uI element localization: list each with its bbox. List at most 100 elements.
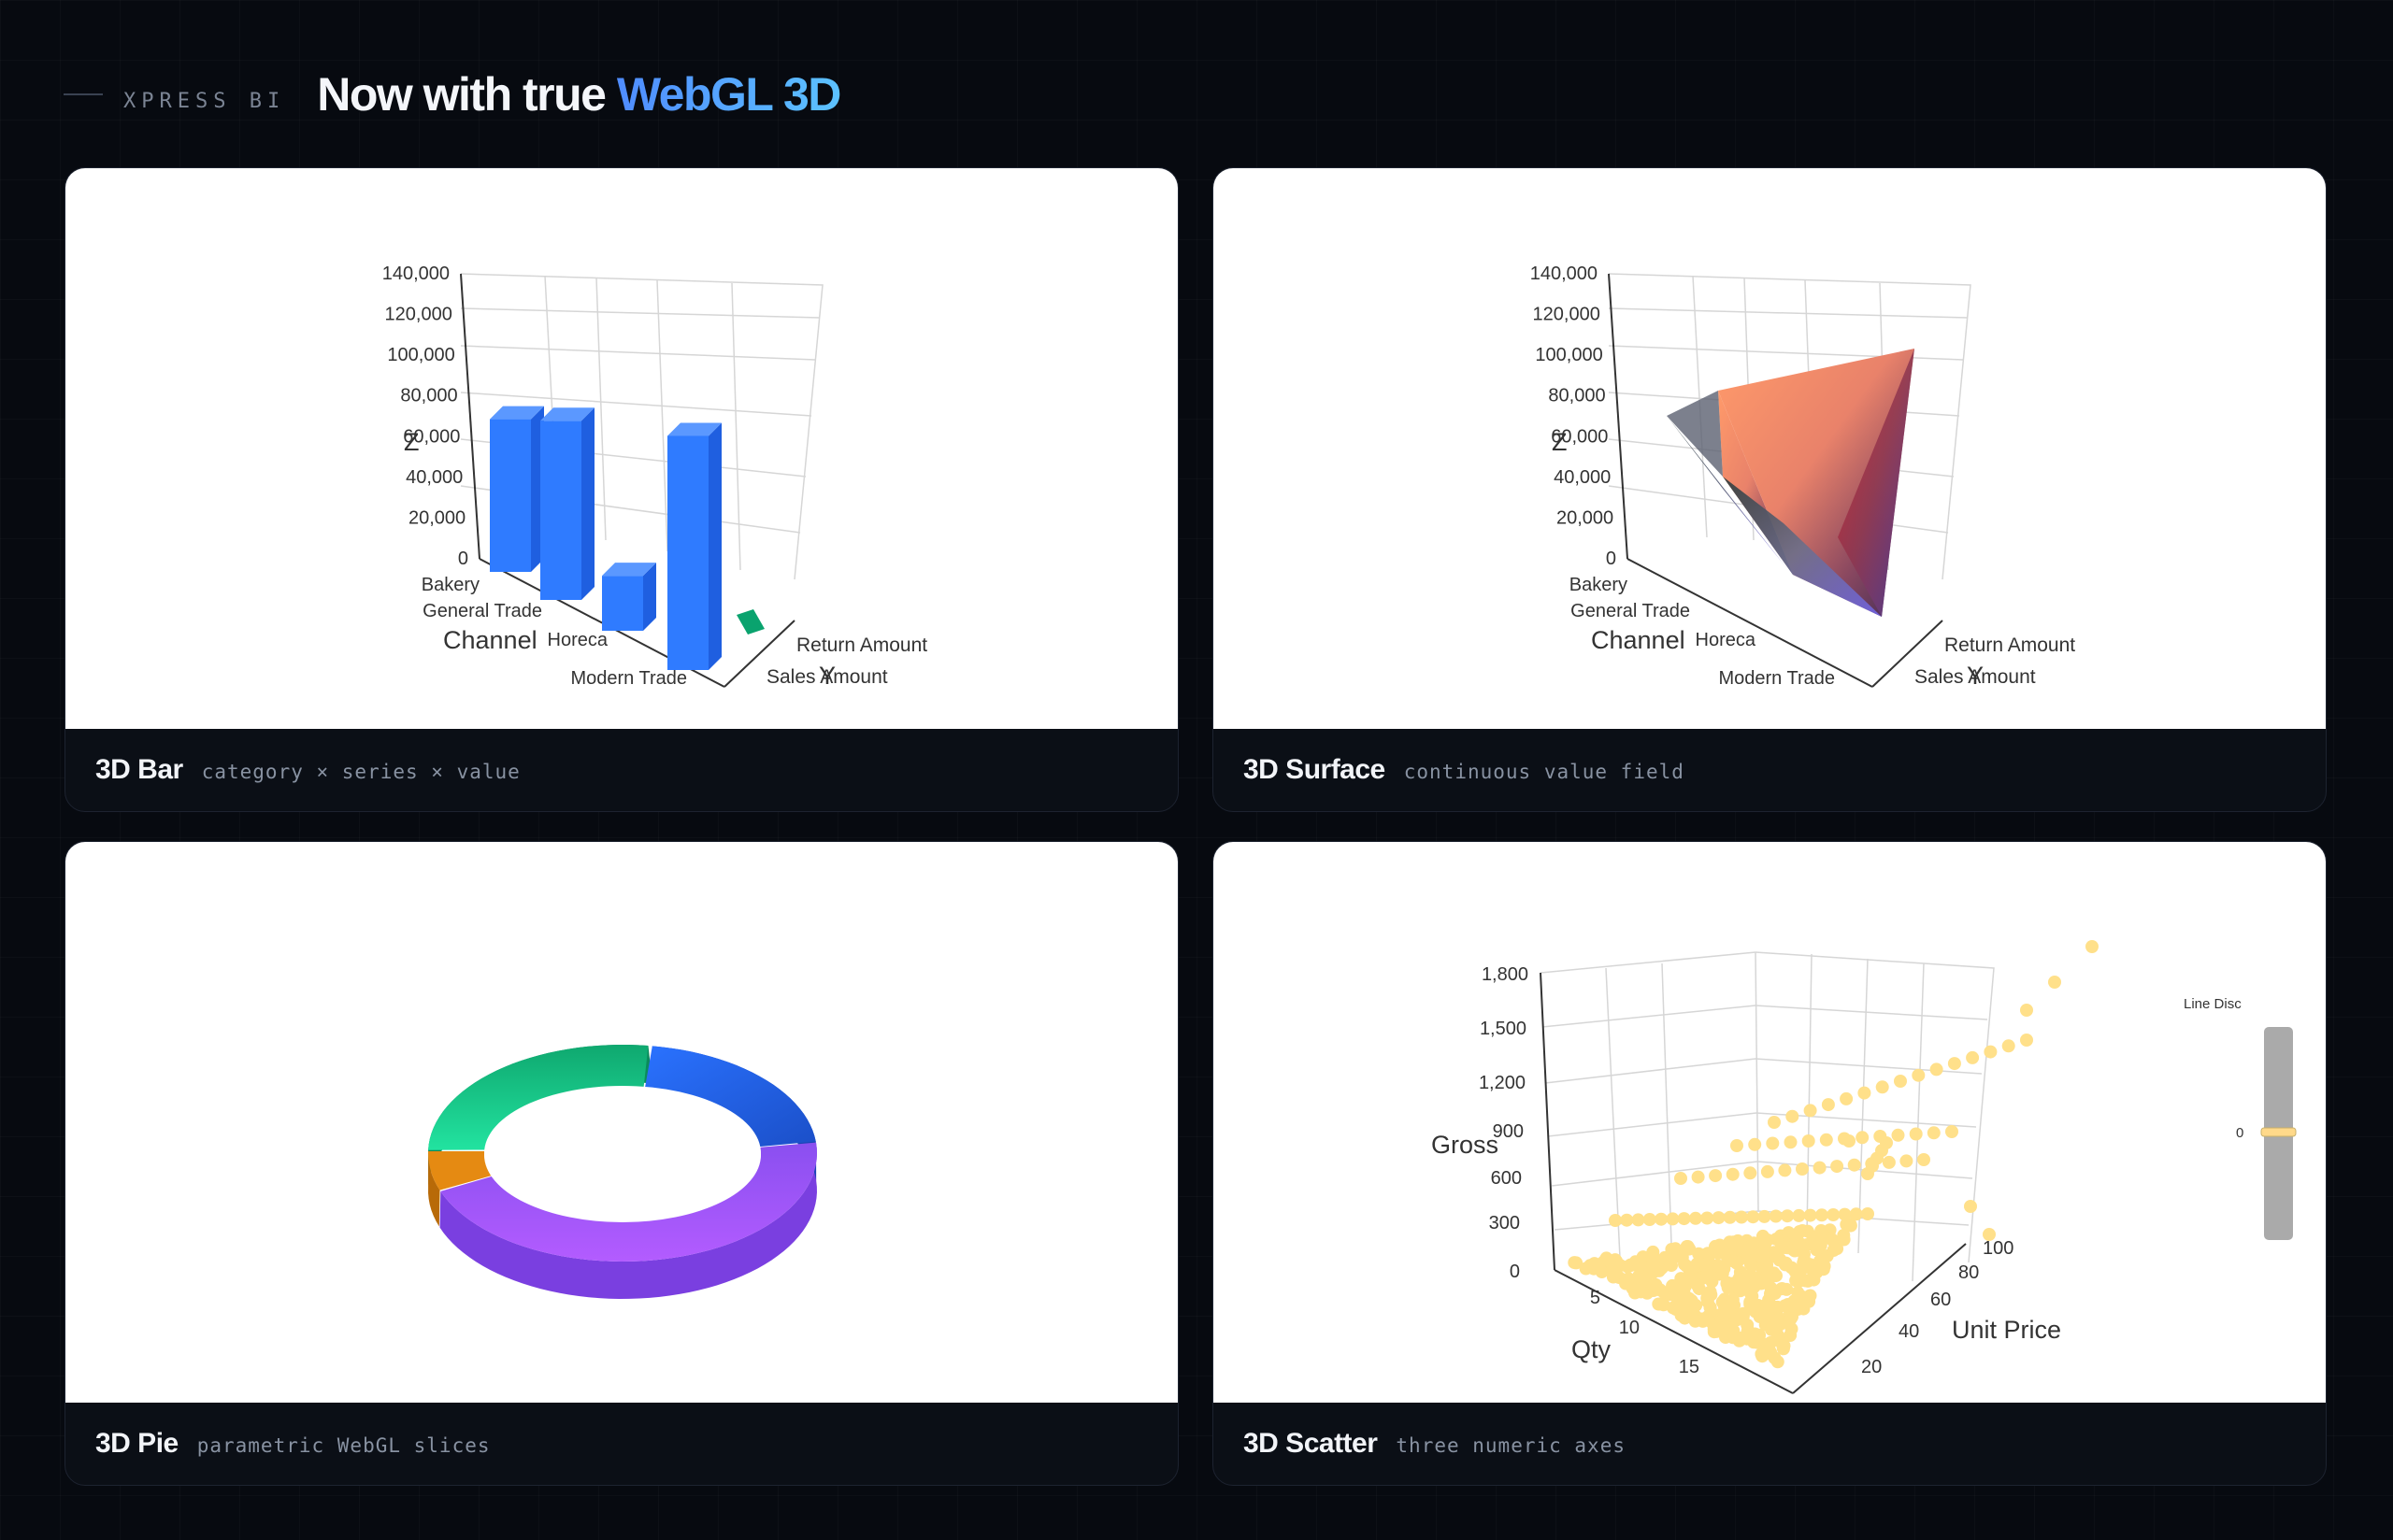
scatter-point[interactable] xyxy=(1984,1045,1998,1059)
scatter-point[interactable] xyxy=(1857,1086,1871,1100)
scatter-point[interactable] xyxy=(1746,1277,1760,1291)
pie-slices[interactable] xyxy=(428,1045,817,1299)
scatter-point[interactable] xyxy=(1778,1163,1792,1177)
scatter-point[interactable] xyxy=(1781,1209,1795,1223)
scatter-point[interactable] xyxy=(1758,1247,1771,1261)
scatter-point[interactable] xyxy=(2020,1004,2033,1017)
scatter-point[interactable] xyxy=(1737,1306,1750,1320)
scatter-point[interactable] xyxy=(1634,1285,1648,1299)
scatter-point[interactable] xyxy=(1842,1134,1856,1148)
scatter-point[interactable] xyxy=(1764,1287,1777,1301)
scatter-point[interactable] xyxy=(1784,1135,1798,1149)
scatter-point[interactable] xyxy=(1837,1229,1851,1242)
bar[interactable] xyxy=(540,407,595,600)
pie-slice-side[interactable] xyxy=(428,1150,440,1227)
scatter-point[interactable] xyxy=(1709,1169,1723,1183)
scatter-point[interactable] xyxy=(1768,1116,1781,1129)
scatter-point[interactable] xyxy=(1726,1167,1740,1181)
scatter-points[interactable] xyxy=(1568,940,2099,1369)
scatter-point[interactable] xyxy=(1776,1339,1790,1353)
scatter-point[interactable] xyxy=(1770,1300,1784,1314)
scatter-chart-svg[interactable]: 0 300 600 900 1,200 1,500 1,800 5 10 15 20 40 60 80… xyxy=(1213,842,2326,1403)
scatter-point[interactable] xyxy=(1609,1214,1622,1227)
scatter-point[interactable] xyxy=(1663,1285,1676,1299)
scatter-point[interactable] xyxy=(1636,1250,1650,1264)
scatter-point[interactable] xyxy=(1619,1276,1633,1290)
scatter-point[interactable] xyxy=(1849,1207,1863,1221)
scatter-point[interactable] xyxy=(1655,1212,1669,1226)
scatter-point[interactable] xyxy=(2085,940,2099,953)
scatter-point[interactable] xyxy=(1743,1295,1757,1309)
scatter-point[interactable] xyxy=(1672,1277,1685,1291)
scatter-point[interactable] xyxy=(1821,1098,1835,1112)
scatter-point[interactable] xyxy=(1663,1255,1677,1268)
scatter-point[interactable] xyxy=(1748,1137,1762,1151)
scatter-point[interactable] xyxy=(1789,1233,1803,1247)
scatter-point[interactable] xyxy=(1712,1211,1726,1225)
scatter-point[interactable] xyxy=(1947,1057,1961,1071)
scatter-point[interactable] xyxy=(1747,1236,1761,1250)
scatter-point[interactable] xyxy=(1909,1127,1923,1141)
scatter-point[interactable] xyxy=(1688,1211,1702,1225)
scatter-point[interactable] xyxy=(1797,1302,1811,1316)
scatter-point[interactable] xyxy=(1731,1233,1745,1248)
scatter-point[interactable] xyxy=(1843,1219,1857,1233)
scatter-point[interactable] xyxy=(1705,1275,1719,1289)
scatter-point[interactable] xyxy=(1779,1241,1793,1254)
scatter-point[interactable] xyxy=(1735,1210,1748,1224)
scatter-point[interactable] xyxy=(1703,1300,1717,1314)
scatter-point[interactable] xyxy=(1917,1153,1930,1166)
scatter-point[interactable] xyxy=(1964,1200,1977,1213)
scatter-point[interactable] xyxy=(1712,1238,1727,1252)
scatter-point[interactable] xyxy=(1726,1292,1740,1306)
scatter-point[interactable] xyxy=(1767,1319,1781,1333)
pie-slice[interactable] xyxy=(645,1046,816,1147)
scatter-point[interactable] xyxy=(1814,1224,1828,1237)
plot-area[interactable]: 0 20,000 40,000 60,000 80,000 100,000 120,000 1… xyxy=(65,168,1178,729)
visual-map-handle[interactable] xyxy=(2260,1127,2297,1137)
scatter-point[interactable] xyxy=(1744,1251,1758,1265)
plot-area[interactable]: 0 20,000 40,000 60,000 80,000 100,000 120,000 1… xyxy=(1213,168,2326,729)
scatter-point[interactable] xyxy=(1746,1210,1760,1224)
scatter-point[interactable] xyxy=(1731,1281,1745,1295)
scatter-point[interactable] xyxy=(1803,1104,1817,1118)
scatter-point[interactable] xyxy=(1929,1062,1943,1077)
scatter-point[interactable] xyxy=(1730,1139,1743,1152)
scatter-point[interactable] xyxy=(1875,1080,1889,1094)
scatter-point[interactable] xyxy=(1620,1213,1634,1227)
bar[interactable] xyxy=(737,609,765,635)
scatter-point[interactable] xyxy=(1880,1136,1893,1149)
plot-area[interactable] xyxy=(65,842,1178,1403)
plot-area[interactable]: 0 300 600 900 1,200 1,500 1,800 5 10 15 20 40 60 80… xyxy=(1213,842,2326,1403)
scatter-point[interactable] xyxy=(1891,1128,1905,1142)
scatter-point[interactable] xyxy=(1656,1298,1670,1312)
scatter-point[interactable] xyxy=(1770,1355,1784,1369)
scatter-point[interactable] xyxy=(1743,1166,1757,1180)
scatter-point[interactable] xyxy=(1701,1247,1714,1261)
bar[interactable] xyxy=(490,406,544,572)
scatter-point[interactable] xyxy=(1796,1162,1809,1176)
scatter-point[interactable] xyxy=(1775,1282,1789,1296)
scatter-point[interactable] xyxy=(1646,1258,1659,1271)
visual-map[interactable]: Line Disc 0 xyxy=(2184,996,2297,1240)
bar[interactable] xyxy=(602,563,656,631)
scatter-point[interactable] xyxy=(1899,1154,1913,1168)
scatter-point[interactable] xyxy=(1665,1243,1679,1256)
scatter-point[interactable] xyxy=(1650,1281,1664,1294)
scatter-point[interactable] xyxy=(1882,1155,1896,1169)
scatter-point[interactable] xyxy=(1927,1126,1941,1140)
scatter-point[interactable] xyxy=(1766,1136,1780,1150)
scatter-point[interactable] xyxy=(1840,1091,1854,1105)
scatter-point[interactable] xyxy=(1772,1253,1786,1267)
scatter-point[interactable] xyxy=(2020,1034,2033,1047)
scatter-point[interactable] xyxy=(1583,1259,1598,1273)
scatter-point[interactable] xyxy=(1666,1212,1680,1226)
scatter-point[interactable] xyxy=(1820,1249,1834,1262)
scatter-point[interactable] xyxy=(1810,1265,1824,1279)
scatter-point[interactable] xyxy=(1681,1240,1695,1253)
scatter-point[interactable] xyxy=(1723,1210,1737,1224)
scatter-point[interactable] xyxy=(1856,1131,1870,1145)
scatter-point[interactable] xyxy=(1677,1212,1691,1226)
pie-slice[interactable] xyxy=(428,1045,649,1150)
scatter-point[interactable] xyxy=(1704,1288,1718,1302)
